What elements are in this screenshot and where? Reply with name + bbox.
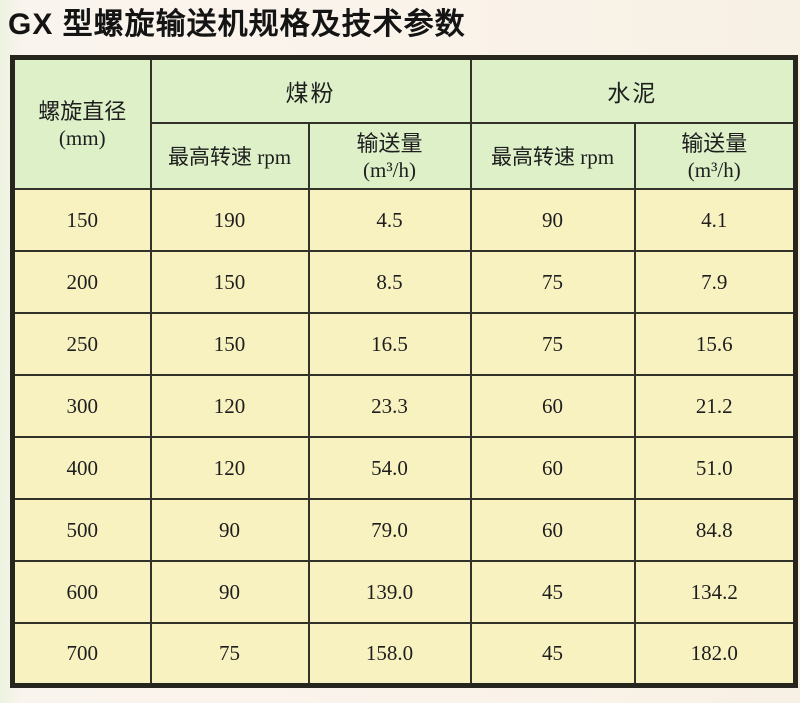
table-row: 200 150 8.5 75 7.9 bbox=[11, 250, 797, 314]
cell-coal-speed: 90 bbox=[149, 498, 310, 562]
cell-diameter: 600 bbox=[11, 560, 152, 624]
cell-coal-speed: 150 bbox=[149, 250, 310, 314]
cell-cement-capacity: 4.1 bbox=[633, 188, 797, 252]
header-row-groups: 螺旋直径 (mm) 煤粉 水泥 bbox=[11, 56, 797, 190]
cell-coal-capacity: 23.3 bbox=[307, 374, 472, 438]
cell-cement-speed: 60 bbox=[469, 374, 636, 438]
header-diameter: 螺旋直径 (mm) bbox=[11, 56, 152, 190]
cell-coal-speed: 150 bbox=[149, 312, 310, 376]
table-row: 300 120 23.3 60 21.2 bbox=[11, 374, 797, 438]
table-row: 500 90 79.0 60 84.8 bbox=[11, 498, 797, 562]
header-group-coal: 煤粉 bbox=[149, 56, 472, 124]
cell-cement-capacity: 182.0 bbox=[633, 622, 797, 686]
cell-diameter: 700 bbox=[11, 622, 152, 686]
cell-cement-speed: 90 bbox=[469, 188, 636, 252]
header-cement-capacity-unit: (m³/h) bbox=[687, 157, 741, 182]
table-header: 螺旋直径 (mm) 煤粉 水泥 最高转速 rpm 输送量 (m³/h) 最高转速… bbox=[11, 56, 797, 190]
cell-cement-capacity: 51.0 bbox=[633, 436, 797, 500]
cell-cement-capacity: 21.2 bbox=[633, 374, 797, 438]
cell-cement-speed: 45 bbox=[469, 622, 636, 686]
spec-table: 螺旋直径 (mm) 煤粉 水泥 最高转速 rpm 输送量 (m³/h) 最高转速… bbox=[10, 55, 798, 688]
cell-diameter: 250 bbox=[11, 312, 152, 376]
cell-cement-capacity: 7.9 bbox=[633, 250, 797, 314]
cell-coal-speed: 120 bbox=[149, 374, 310, 438]
cell-coal-speed: 90 bbox=[149, 560, 310, 624]
cell-cement-capacity: 15.6 bbox=[633, 312, 797, 376]
cell-diameter: 500 bbox=[11, 498, 152, 562]
cell-cement-capacity: 84.8 bbox=[633, 498, 797, 562]
table-row: 400 120 54.0 60 51.0 bbox=[11, 436, 797, 500]
cell-coal-speed: 75 bbox=[149, 622, 310, 686]
cell-diameter: 200 bbox=[11, 250, 152, 314]
cell-coal-capacity: 139.0 bbox=[307, 560, 472, 624]
cell-coal-capacity: 16.5 bbox=[307, 312, 472, 376]
cell-diameter: 150 bbox=[11, 188, 152, 252]
cell-diameter: 300 bbox=[11, 374, 152, 438]
cell-cement-capacity: 134.2 bbox=[633, 560, 797, 624]
cell-cement-speed: 75 bbox=[469, 250, 636, 314]
table-row: 700 75 158.0 45 182.0 bbox=[11, 622, 797, 686]
page-title: GX 型螺旋输送机规格及技术参数 bbox=[8, 8, 466, 41]
header-diameter-label: 螺旋直径 bbox=[38, 98, 127, 124]
cell-coal-speed: 120 bbox=[149, 436, 310, 500]
header-coal-capacity-unit: (m³/h) bbox=[363, 157, 416, 182]
cell-cement-speed: 75 bbox=[469, 312, 636, 376]
header-coal-capacity: 输送量 (m³/h) bbox=[307, 122, 472, 190]
cell-coal-capacity: 158.0 bbox=[307, 622, 472, 686]
cell-diameter: 400 bbox=[11, 436, 152, 500]
table-body: 150 190 4.5 90 4.1 200 150 8.5 75 7.9 25… bbox=[11, 188, 797, 686]
header-coal-capacity-label: 输送量 bbox=[356, 130, 423, 156]
header-group-cement: 水泥 bbox=[469, 56, 797, 124]
cell-coal-capacity: 79.0 bbox=[307, 498, 472, 562]
header-coal-speed: 最高转速 rpm bbox=[149, 122, 310, 190]
header-diameter-unit: (mm) bbox=[58, 125, 106, 150]
table-row: 150 190 4.5 90 4.1 bbox=[11, 188, 797, 252]
cell-cement-speed: 60 bbox=[469, 498, 636, 562]
cell-cement-speed: 45 bbox=[469, 560, 636, 624]
cell-cement-speed: 60 bbox=[469, 436, 636, 500]
header-cement-speed: 最高转速 rpm bbox=[469, 122, 636, 190]
cell-coal-capacity: 54.0 bbox=[307, 436, 472, 500]
header-cement-capacity-label: 输送量 bbox=[681, 130, 748, 156]
header-cement-capacity: 输送量 (m³/h) bbox=[633, 122, 797, 190]
cell-coal-speed: 190 bbox=[149, 188, 310, 252]
cell-coal-capacity: 8.5 bbox=[307, 250, 472, 314]
cell-coal-capacity: 4.5 bbox=[307, 188, 472, 252]
table-row: 600 90 139.0 45 134.2 bbox=[11, 560, 797, 624]
table-row: 250 150 16.5 75 15.6 bbox=[11, 312, 797, 376]
header-row-sub: 最高转速 rpm 输送量 (m³/h) 最高转速 rpm 输送量 (m³/h) bbox=[13, 122, 797, 190]
